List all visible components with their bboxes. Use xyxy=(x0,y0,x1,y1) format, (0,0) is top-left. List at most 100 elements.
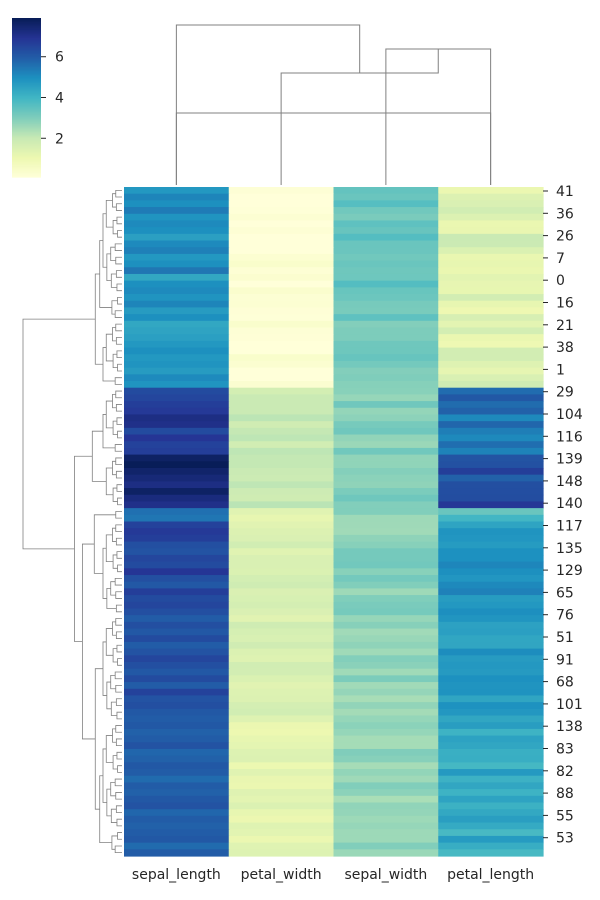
heatmap-cell xyxy=(228,755,335,763)
row-tick-label: 116 xyxy=(556,429,583,445)
heatmap-cell xyxy=(228,722,335,730)
heatmap-cell xyxy=(228,320,335,329)
heatmap-cell xyxy=(438,575,544,583)
heatmap-cell xyxy=(333,514,439,523)
heatmap-cell xyxy=(124,722,230,730)
heatmap-cell xyxy=(124,521,230,529)
heatmap-cell xyxy=(228,661,335,670)
heatmap-cell xyxy=(124,635,230,643)
heatmap-cell xyxy=(438,193,544,201)
colorbar-swatch xyxy=(12,147,41,150)
heatmap-cell xyxy=(124,407,230,416)
heatmap-cell xyxy=(228,434,335,442)
heatmap-cell xyxy=(124,501,230,509)
heatmap-cell xyxy=(124,314,230,322)
colorbar-swatch xyxy=(12,157,41,160)
colorbar-swatch xyxy=(12,170,41,173)
row-tick-label: 82 xyxy=(556,764,574,780)
heatmap-cell xyxy=(124,200,230,208)
heatmap-cell xyxy=(228,568,335,576)
colorbar-swatch xyxy=(12,86,41,89)
heatmap-cell xyxy=(333,394,439,402)
heatmap-cell xyxy=(438,735,544,743)
row-dendrogram-link xyxy=(117,430,122,439)
heatmap-grid xyxy=(124,187,544,857)
heatmap-cell xyxy=(333,253,439,262)
heatmap-cell xyxy=(228,615,335,623)
colorbar-swatch xyxy=(12,171,41,174)
heatmap-cell xyxy=(228,695,335,703)
heatmap-cell xyxy=(333,407,439,416)
heatmap-cell xyxy=(124,568,230,576)
row-tick-label: 88 xyxy=(556,786,574,802)
heatmap-cell xyxy=(124,675,230,683)
colorbar-swatch xyxy=(12,21,41,24)
heatmap-cell xyxy=(333,668,439,676)
heatmap-cell xyxy=(333,548,439,556)
heatmap-cell xyxy=(438,488,544,496)
heatmap-cell xyxy=(124,782,230,790)
column-dendrogram-link xyxy=(175,112,492,185)
heatmap-cell xyxy=(124,682,230,690)
heatmap-cell xyxy=(124,354,230,362)
colorbar-swatch xyxy=(12,133,41,136)
heatmap-cell xyxy=(124,334,230,342)
colorbar-swatch xyxy=(12,162,41,165)
colorbar-swatch xyxy=(12,45,41,48)
row-dendrogram-link xyxy=(105,628,114,656)
heatmap-cell xyxy=(438,300,544,309)
heatmap-cell xyxy=(438,447,544,456)
heatmap-cell xyxy=(438,320,544,329)
heatmap-cell xyxy=(333,508,439,516)
row-dendrogram-link xyxy=(111,835,118,850)
colorbar-swatch xyxy=(12,28,41,31)
colorbar-swatch xyxy=(12,116,41,118)
heatmap-cell xyxy=(124,347,230,355)
colorbar-swatch xyxy=(12,81,41,84)
row-dendrogram-link xyxy=(116,216,122,225)
heatmap-cell xyxy=(228,702,335,710)
colorbar-swatch xyxy=(12,82,41,85)
heatmap-cell xyxy=(333,294,439,302)
heatmap-cell xyxy=(438,227,544,235)
colorbar-swatch xyxy=(12,19,41,22)
heatmap-cell xyxy=(333,213,439,222)
heatmap-cell xyxy=(124,207,230,215)
colorbar-swatch xyxy=(12,47,41,50)
row-dendrogram-link xyxy=(115,337,122,345)
heatmap-cell xyxy=(228,581,335,589)
heatmap-cell xyxy=(124,575,230,583)
heatmap-cell xyxy=(228,595,335,603)
heatmap-cell xyxy=(438,688,544,697)
heatmap-cell xyxy=(333,695,439,703)
colorbar-swatch xyxy=(12,65,41,68)
colorbar-swatch xyxy=(12,67,41,69)
heatmap-cell xyxy=(124,842,230,850)
colorbar-swatch xyxy=(12,63,41,65)
heatmap-cell xyxy=(124,454,230,462)
heatmap-cell xyxy=(124,253,230,262)
heatmap-cell xyxy=(438,340,544,349)
colorbar-swatch xyxy=(12,32,41,35)
heatmap-cell xyxy=(438,588,544,596)
heatmap-cell xyxy=(124,715,230,723)
heatmap-cell xyxy=(228,849,335,857)
heatmap-cell xyxy=(333,387,439,395)
heatmap-cell xyxy=(124,789,230,797)
heatmap-cell xyxy=(124,541,230,549)
colorbar-swatch xyxy=(12,117,41,120)
heatmap-cell xyxy=(438,528,544,536)
heatmap-cell xyxy=(438,601,544,610)
heatmap-cell xyxy=(438,494,544,503)
colorbar-swatch xyxy=(12,142,41,145)
row-dendrogram-link xyxy=(105,735,114,763)
heatmap-cell xyxy=(228,601,335,610)
heatmap-cell xyxy=(228,213,335,222)
heatmap-cell xyxy=(438,534,544,543)
heatmap-cell xyxy=(333,447,439,456)
heatmap-cell xyxy=(333,427,439,436)
heatmap-cell xyxy=(124,414,230,422)
heatmap-cell xyxy=(333,769,439,777)
heatmap-cell xyxy=(438,548,544,556)
row-tick-label: 55 xyxy=(556,808,574,824)
